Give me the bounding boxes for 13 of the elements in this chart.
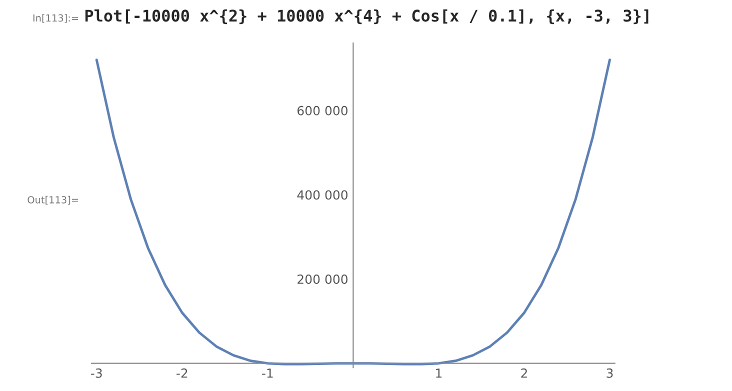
y-tick-label: 400 000 — [297, 190, 348, 200]
text: In[113]:= — [33, 14, 78, 23]
x-tick-label: -2 — [176, 368, 188, 378]
y-tick-label: 200 000 — [298, 274, 348, 284]
chart-title: Plot[-10000 x^{2} + 10000 x^{4} + Cos[x / 0.1], {x, -3, 3}] — [85, 9, 648, 24]
x-tick-label: -1 — [262, 368, 273, 378]
x-tick-label: 2 — [521, 368, 527, 378]
line-series — [95, 58, 611, 366]
x-tick-label: 3 — [606, 368, 613, 378]
x-tick-label: 1 — [436, 368, 442, 378]
x-tick-label: -3 — [91, 368, 102, 378]
text: Out[113]= — [28, 196, 78, 205]
y-tick-label: 600 000 — [298, 106, 348, 116]
